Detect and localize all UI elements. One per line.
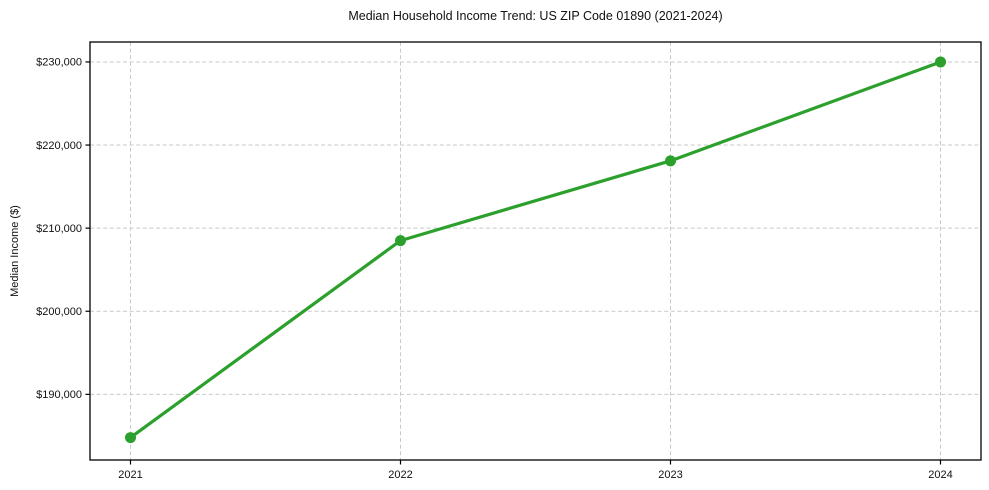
x-tick-label: 2022: [388, 469, 412, 481]
y-tick-label: $230,000: [36, 57, 82, 69]
trend-line: [128, 60, 943, 440]
x-tick-label: 2024: [928, 469, 952, 481]
y-tick-label: $210,000: [36, 223, 82, 235]
data-point-marker: [395, 235, 406, 247]
y-tick-label: $190,000: [36, 389, 82, 401]
data-point-marker: [665, 155, 676, 167]
chart-title: Median Household Income Trend: US ZIP Co…: [348, 9, 723, 23]
axes-border: [89, 41, 982, 461]
x-tick-label: 2023: [658, 469, 682, 481]
data-point-marker: [935, 56, 946, 68]
y-tick-label: $200,000: [36, 306, 82, 318]
x-tick-label: 2021: [118, 469, 142, 481]
data-point-marker: [125, 432, 136, 444]
y-tick-label: $220,000: [36, 140, 82, 152]
